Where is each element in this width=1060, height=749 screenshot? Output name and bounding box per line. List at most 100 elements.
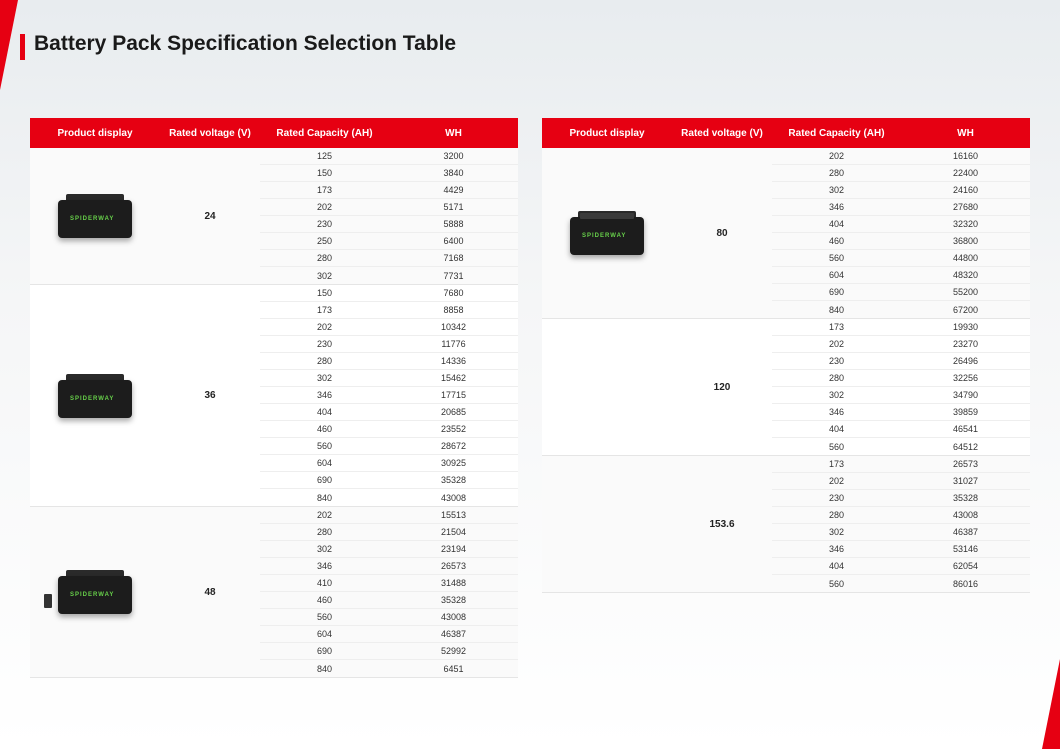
table-row: 56064512 [772, 438, 1030, 455]
th-product-display: Product display [30, 128, 160, 139]
cell-wh: 23552 [389, 424, 518, 434]
cell-wh: 4429 [389, 185, 518, 195]
cell-wh: 43008 [389, 493, 518, 503]
table-row: 34626573 [260, 558, 518, 575]
cell-wh: 36800 [901, 236, 1030, 246]
cell-wh: 32320 [901, 219, 1030, 229]
cell-wh: 46541 [901, 424, 1030, 434]
product-image: SPIDERWAY [50, 188, 140, 244]
voltage-cell: 36 [160, 285, 260, 506]
cell-capacity: 560 [260, 612, 389, 622]
cell-wh: 43008 [901, 510, 1030, 520]
cell-capacity: 173 [772, 322, 901, 332]
cell-capacity: 302 [260, 373, 389, 383]
table-row: 23026496 [772, 353, 1030, 370]
cell-capacity: 125 [260, 151, 389, 161]
table-row: 28022400 [772, 165, 1030, 182]
capacity-rows: 2021551328021504302231943462657341031488… [260, 507, 518, 677]
cell-wh: 14336 [389, 356, 518, 366]
cell-capacity: 346 [772, 544, 901, 554]
brand-label: SPIDERWAY [582, 233, 632, 239]
cell-wh: 16160 [901, 151, 1030, 161]
table-row: 28021504 [260, 524, 518, 541]
brand-label: SPIDERWAY [70, 216, 120, 222]
th-rated-capacity: Rated Capacity (AH) [260, 128, 389, 139]
cell-wh: 32256 [901, 373, 1030, 383]
table-row: 40420685 [260, 404, 518, 421]
cell-wh: 44800 [901, 253, 1030, 263]
cell-capacity: 230 [772, 493, 901, 503]
voltage-group: SPIDERWAY4820215513280215043022319434626… [30, 507, 518, 678]
table-row: 1503840 [260, 165, 518, 182]
cell-wh: 23194 [389, 544, 518, 554]
cell-capacity: 150 [260, 168, 389, 178]
cell-wh: 5888 [389, 219, 518, 229]
title-accent-bar [20, 34, 25, 60]
cell-wh: 52992 [389, 646, 518, 656]
tables-container: Product display Rated voltage (V) Rated … [30, 118, 1030, 678]
accent-corner-top-left [0, 0, 18, 90]
cell-wh: 26496 [901, 356, 1030, 366]
table-row: 1507680 [260, 285, 518, 302]
cell-wh: 5171 [389, 202, 518, 212]
th-rated-voltage: Rated voltage (V) [160, 128, 260, 139]
cell-capacity: 460 [772, 236, 901, 246]
table-header: Product display Rated voltage (V) Rated … [542, 118, 1030, 148]
th-wh: WH [901, 128, 1030, 139]
cell-capacity: 404 [772, 424, 901, 434]
cell-capacity: 202 [260, 322, 389, 332]
th-rated-voltage: Rated voltage (V) [672, 128, 772, 139]
cell-wh: 22400 [901, 168, 1030, 178]
capacity-rows: 1731993020223270230264962803225630234790… [772, 319, 1030, 455]
th-wh: WH [389, 128, 518, 139]
cell-wh: 21504 [389, 527, 518, 537]
cell-capacity: 280 [772, 168, 901, 178]
table-row: 2506400 [260, 233, 518, 250]
cell-capacity: 302 [260, 544, 389, 554]
cell-wh: 39859 [901, 407, 1030, 417]
table-body-right: SPIDERWAY8020216160280224003022416034627… [542, 148, 1030, 593]
cell-wh: 7680 [389, 288, 518, 298]
th-rated-capacity: Rated Capacity (AH) [772, 128, 901, 139]
voltage-group: 153.617326573202310272303532828043008302… [542, 456, 1030, 593]
cell-capacity: 250 [260, 236, 389, 246]
cell-capacity: 302 [772, 527, 901, 537]
cell-wh: 15462 [389, 373, 518, 383]
table-row: 46023552 [260, 421, 518, 438]
cell-wh: 28672 [389, 441, 518, 451]
table-row: 2025171 [260, 199, 518, 216]
table-row: 56086016 [772, 575, 1030, 592]
cell-wh: 17715 [389, 390, 518, 400]
product-image-empty [562, 359, 652, 415]
cell-capacity: 202 [772, 476, 901, 486]
product-display-cell: SPIDERWAY [30, 285, 160, 506]
table-row: 34617715 [260, 387, 518, 404]
cell-wh: 46387 [901, 527, 1030, 537]
table-row: 40432320 [772, 216, 1030, 233]
cell-capacity: 840 [772, 305, 901, 315]
table-row: 56028672 [260, 438, 518, 455]
capacity-rows: 2021616028022400302241603462768040432320… [772, 148, 1030, 318]
cell-wh: 23270 [901, 339, 1030, 349]
cell-capacity: 840 [260, 664, 389, 674]
table-row: 41031488 [260, 575, 518, 592]
table-row: 46035328 [260, 592, 518, 609]
cell-capacity: 346 [260, 390, 389, 400]
cell-wh: 26573 [389, 561, 518, 571]
cell-capacity: 230 [260, 219, 389, 229]
cell-capacity: 202 [260, 202, 389, 212]
cell-capacity: 230 [260, 339, 389, 349]
cell-capacity: 302 [772, 390, 901, 400]
cell-wh: 31488 [389, 578, 518, 588]
table-row: 30215462 [260, 370, 518, 387]
cell-wh: 24160 [901, 185, 1030, 195]
spec-table-left: Product display Rated voltage (V) Rated … [30, 118, 518, 678]
voltage-cell: 24 [160, 148, 260, 284]
cell-capacity: 280 [772, 373, 901, 383]
cell-capacity: 404 [772, 561, 901, 571]
brand-label: SPIDERWAY [70, 592, 120, 598]
table-row: 1738858 [260, 302, 518, 319]
cell-capacity: 150 [260, 288, 389, 298]
cell-wh: 10342 [389, 322, 518, 332]
cell-wh: 8858 [389, 305, 518, 315]
